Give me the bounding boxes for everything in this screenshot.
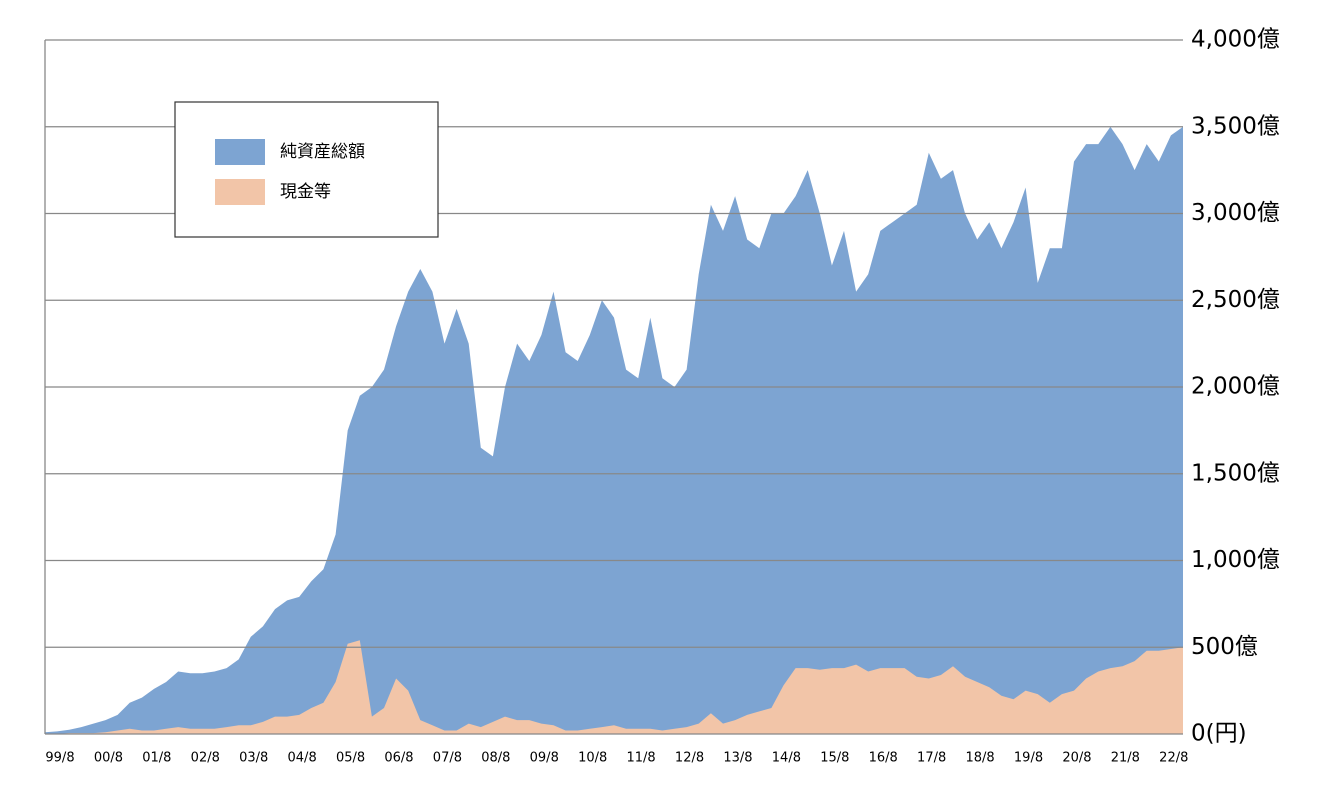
x-tick-label: 03/8 <box>239 751 268 766</box>
x-tick-label: 22/8 <box>1159 751 1188 766</box>
x-tick-label: 19/8 <box>1014 751 1043 766</box>
area <box>45 640 1183 734</box>
x-tick-label: 20/8 <box>1062 751 1091 766</box>
x-tick-label: 16/8 <box>869 751 898 766</box>
x-tick-label: 15/8 <box>820 751 849 766</box>
y-tick-label: 1,000億 <box>1191 547 1280 573</box>
y-tick-label: 3,000億 <box>1191 200 1280 226</box>
x-tick-label: 01/8 <box>142 751 171 766</box>
x-tick-label: 00/8 <box>94 751 123 766</box>
legend-swatch <box>215 179 265 205</box>
y-tick-label: 2,000億 <box>1191 374 1280 400</box>
x-tick-label: 05/8 <box>336 751 365 766</box>
x-tick-label: 02/8 <box>191 751 220 766</box>
x-tick-label: 07/8 <box>433 751 462 766</box>
x-tick-label: 04/8 <box>288 751 317 766</box>
x-tick-label: 12/8 <box>675 751 704 766</box>
x-tick-label: 14/8 <box>772 751 801 766</box>
x-tick-label: 06/8 <box>384 751 413 766</box>
y-tick-label: 1,500億 <box>1191 460 1280 486</box>
x-tick-label: 09/8 <box>530 751 559 766</box>
x-tick-label: 17/8 <box>917 751 946 766</box>
legend-box <box>174 101 439 238</box>
y-tick-label: 3,500億 <box>1191 113 1280 139</box>
x-tick-label: 21/8 <box>1111 751 1140 766</box>
legend-label: 純資産総額 <box>280 142 365 162</box>
x-tick-label: 99/8 <box>45 751 74 766</box>
x-tick-label: 13/8 <box>723 751 752 766</box>
y-tick-label: 2,500億 <box>1191 287 1280 313</box>
x-tick-label: 08/8 <box>481 751 510 766</box>
x-tick-label: 10/8 <box>578 751 607 766</box>
x-tick-label: 11/8 <box>627 751 656 766</box>
x-tick-label: 18/8 <box>965 751 994 766</box>
legend-swatch <box>215 139 265 165</box>
y-tick-label: 4,000億 <box>1191 27 1280 53</box>
y-tick-label: 0(円) <box>1191 721 1247 747</box>
area <box>45 126 1183 735</box>
legend-label: 現金等 <box>280 182 331 202</box>
y-tick-label: 500億 <box>1191 634 1258 660</box>
